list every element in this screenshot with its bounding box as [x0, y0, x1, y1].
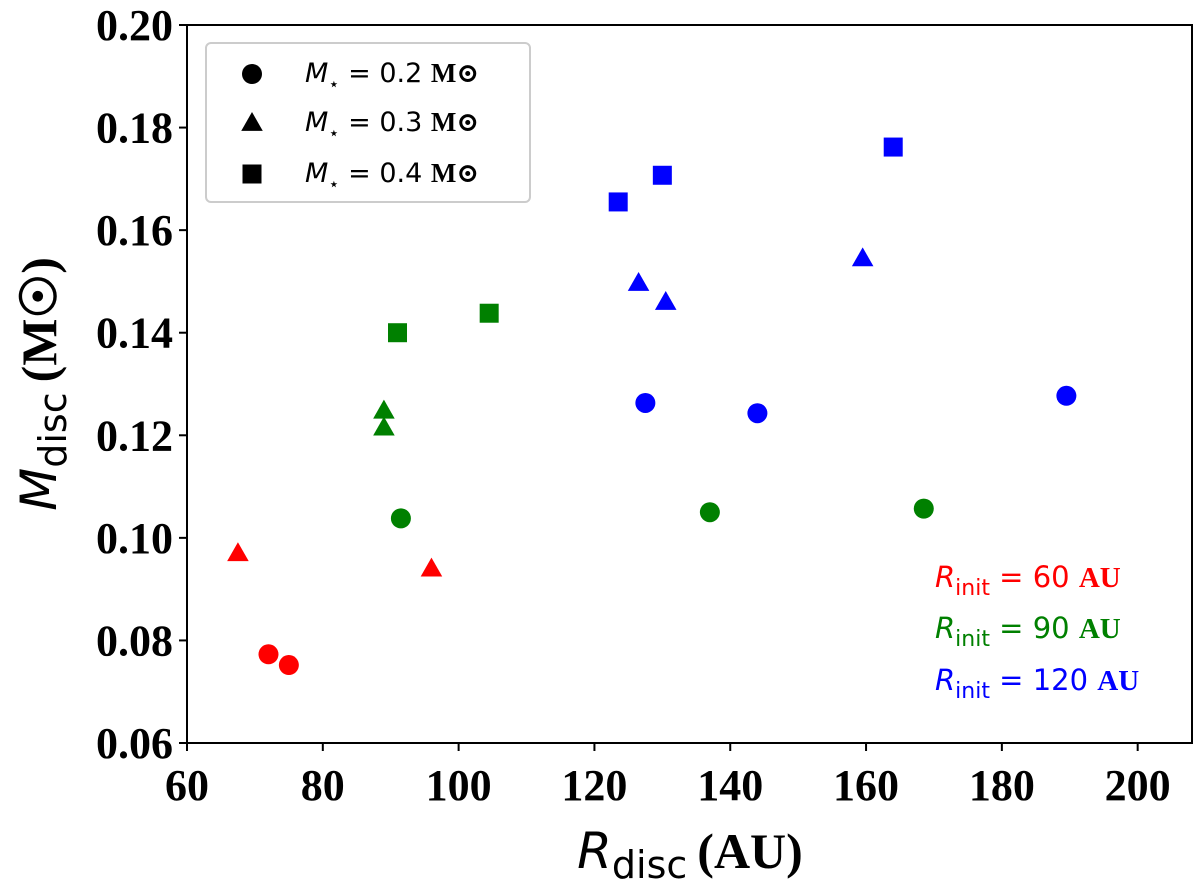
data-point-triangle: [373, 399, 395, 419]
data-point-triangle: [420, 557, 443, 577]
data-point-circle: [635, 392, 656, 413]
data-point-square: [883, 137, 903, 157]
y-axis-ticks: 0.06 0.08 0.10 0.12 0.14 0.16 0.18 0.20: [96, 1, 187, 768]
x-axis-ticks: 60 80 100 120 140 160 180 200: [165, 743, 1171, 810]
x-axis-label: Rdisc (AU): [577, 822, 803, 882]
legend-marker-triangle: [241, 112, 263, 131]
y-tick-label: 0.08: [96, 616, 173, 665]
annotation-rinit-60: Rinit = 60 AU: [935, 560, 1121, 601]
data-point-circle: [258, 644, 279, 665]
x-tick-label: 120: [561, 761, 627, 810]
x-tick-label: 60: [165, 761, 209, 810]
x-tick-label: 180: [969, 761, 1035, 810]
data-point-square: [479, 303, 499, 323]
x-tick-label: 200: [1105, 761, 1171, 810]
annotation-rinit-90: Rinit = 90 AU: [935, 611, 1121, 652]
y-tick-label: 0.12: [96, 411, 173, 460]
data-point-square: [388, 323, 408, 343]
x-tick-label: 100: [426, 761, 492, 810]
data-points: [227, 137, 1077, 676]
data-point-triangle: [654, 290, 677, 310]
y-tick-label: 0.16: [96, 206, 173, 255]
data-point-circle: [1056, 385, 1077, 406]
legend-frame: [205, 42, 531, 203]
plot-frame: [186, 24, 1193, 744]
legend-entry-2: M⋆ = 0.4 M⊙: [305, 158, 479, 195]
data-point-triangle: [851, 247, 874, 267]
y-tick-label: 0.18: [96, 104, 173, 153]
x-tick-label: 80: [301, 761, 345, 810]
legend-entry-1: M⋆ = 0.3 M⊙: [305, 107, 479, 144]
y-tick-label: 0.06: [96, 719, 173, 768]
x-tick-label: 160: [833, 761, 899, 810]
data-point-square: [608, 192, 628, 212]
data-point-triangle: [627, 271, 650, 291]
y-tick-label: 0.14: [96, 309, 173, 358]
data-point-circle: [278, 655, 299, 676]
data-point-triangle: [227, 542, 249, 562]
data-point-circle: [390, 508, 411, 529]
x-tick-label: 140: [697, 761, 763, 810]
legend-entry-0: M⋆ = 0.2 M⊙: [305, 58, 479, 95]
y-axis-label: Mdisc(M☉): [10, 257, 75, 511]
data-point-triangle: [373, 416, 395, 436]
data-point-circle: [913, 498, 934, 519]
legend-marker-circle: [242, 64, 262, 84]
y-tick-label: 0.20: [96, 1, 173, 50]
y-tick-label: 0.10: [96, 514, 173, 563]
data-point-circle: [699, 502, 720, 523]
data-point-square: [652, 165, 672, 185]
legend: M⋆ = 0.2 M⊙ M⋆ = 0.3 M⊙ M⋆ = 0.4 M⊙: [205, 42, 531, 203]
legend-marker-square: [242, 164, 262, 184]
annotation-rinit-120: Rinit = 120 AU: [935, 663, 1139, 704]
data-point-circle: [747, 403, 768, 424]
